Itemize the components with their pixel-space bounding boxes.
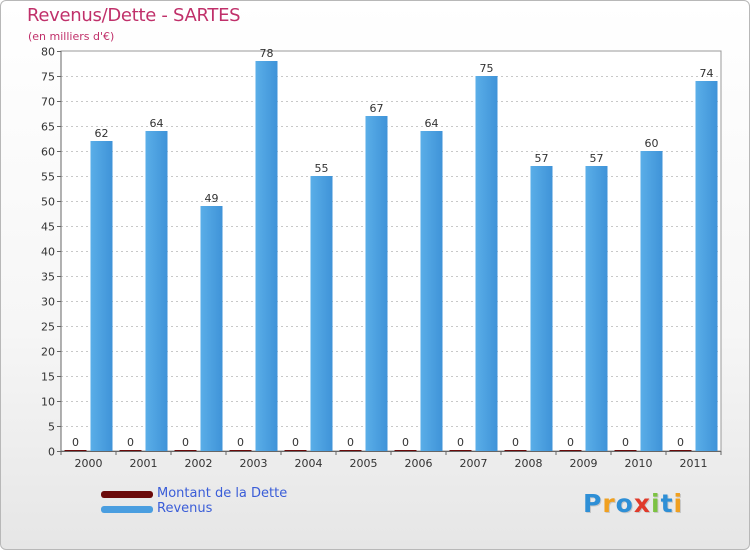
data-label-revenus: 62 [95, 127, 109, 140]
bar-dette [119, 450, 142, 451]
x-tick-label: 2003 [240, 457, 268, 470]
proxiti-logo: Proxiti [583, 489, 683, 518]
y-tick-label: 30 [41, 296, 55, 309]
y-tick-label: 55 [41, 171, 55, 184]
logo-letter: i [651, 489, 661, 518]
bar-dette [669, 450, 692, 451]
y-tick-label: 15 [41, 371, 55, 384]
bar-revenus [695, 81, 718, 451]
data-label-revenus: 60 [645, 137, 659, 150]
bar-dette [394, 450, 417, 451]
bar-dette [174, 450, 197, 451]
x-tick-label: 2005 [350, 457, 378, 470]
y-tick-label: 80 [41, 46, 55, 59]
x-tick-label: 2008 [515, 457, 543, 470]
y-tick-label: 10 [41, 396, 55, 409]
x-tick-label: 2000 [75, 457, 103, 470]
data-label-revenus: 74 [700, 67, 714, 80]
data-label-dette: 0 [292, 436, 299, 449]
bar-dette [614, 450, 637, 451]
x-tick-label: 2004 [295, 457, 323, 470]
data-label-dette: 0 [182, 436, 189, 449]
y-tick-label: 65 [41, 121, 55, 134]
data-label-dette: 0 [457, 436, 464, 449]
data-label-dette: 0 [677, 436, 684, 449]
x-tick-label: 2009 [570, 457, 598, 470]
y-tick-label: 35 [41, 271, 55, 284]
data-label-dette: 0 [72, 436, 79, 449]
logo-letter: P [583, 489, 603, 518]
y-tick-label: 40 [41, 246, 55, 259]
chart-subtitle: (en milliers d'€) [28, 30, 115, 43]
x-tick-label: 2002 [185, 457, 213, 470]
bar-dette [559, 450, 582, 451]
logo-letter: r [602, 489, 616, 518]
bar-dette [339, 450, 362, 451]
logo-letter: x [633, 489, 651, 518]
legend-label-revenus: Revenus [157, 501, 213, 516]
bar-dette [449, 450, 472, 451]
data-label-revenus: 78 [260, 47, 274, 60]
x-tick-label: 2010 [625, 457, 653, 470]
bar-dette [229, 450, 252, 451]
legend-swatch-revenus [101, 506, 153, 513]
bar-revenus [310, 176, 333, 451]
bar-revenus [255, 61, 278, 451]
data-label-dette: 0 [237, 436, 244, 449]
bar-revenus [365, 116, 388, 451]
x-tick-label: 2001 [130, 457, 158, 470]
logo-letter: i [673, 489, 684, 518]
data-label-dette: 0 [567, 436, 574, 449]
y-tick-label: 25 [41, 321, 55, 334]
x-tick-label: 2011 [680, 457, 708, 470]
bar-revenus [145, 131, 168, 451]
y-tick-label: 20 [41, 346, 55, 359]
data-label-dette: 0 [347, 436, 354, 449]
data-label-revenus: 64 [425, 117, 439, 130]
bar-revenus [200, 206, 223, 451]
x-tick-label: 2006 [405, 457, 433, 470]
data-label-dette: 0 [622, 436, 629, 449]
data-label-revenus: 57 [590, 152, 604, 165]
legend-label-dette: Montant de la Dette [157, 486, 288, 501]
legend-swatch-dette [101, 491, 153, 498]
bar-revenus [530, 166, 553, 451]
y-tick-label: 70 [41, 96, 55, 109]
chart-title: Revenus/Dette - SARTES [27, 5, 241, 26]
bar-revenus [420, 131, 443, 451]
bar-revenus [475, 76, 498, 451]
bar-revenus [585, 166, 608, 451]
bar-dette [64, 450, 87, 451]
y-tick-label: 50 [41, 196, 55, 209]
logo-letter: t [660, 489, 674, 518]
data-label-revenus: 49 [205, 192, 219, 205]
x-tick-label: 2007 [460, 457, 488, 470]
data-label-revenus: 67 [370, 102, 384, 115]
y-tick-label: 75 [41, 71, 55, 84]
data-label-revenus: 64 [150, 117, 164, 130]
logo-letter: o [615, 489, 634, 518]
data-label-revenus: 57 [535, 152, 549, 165]
y-tick-label: 0 [48, 446, 55, 459]
data-label-dette: 0 [402, 436, 409, 449]
bar-revenus [90, 141, 113, 451]
y-tick-label: 60 [41, 146, 55, 159]
y-tick-label: 5 [48, 421, 55, 434]
data-label-dette: 0 [127, 436, 134, 449]
data-label-dette: 0 [512, 436, 519, 449]
data-label-revenus: 75 [480, 62, 494, 75]
bar-dette [504, 450, 527, 451]
data-label-revenus: 55 [315, 162, 329, 175]
bar-revenus [640, 151, 663, 451]
bar-dette [284, 450, 307, 451]
y-tick-label: 45 [41, 221, 55, 234]
